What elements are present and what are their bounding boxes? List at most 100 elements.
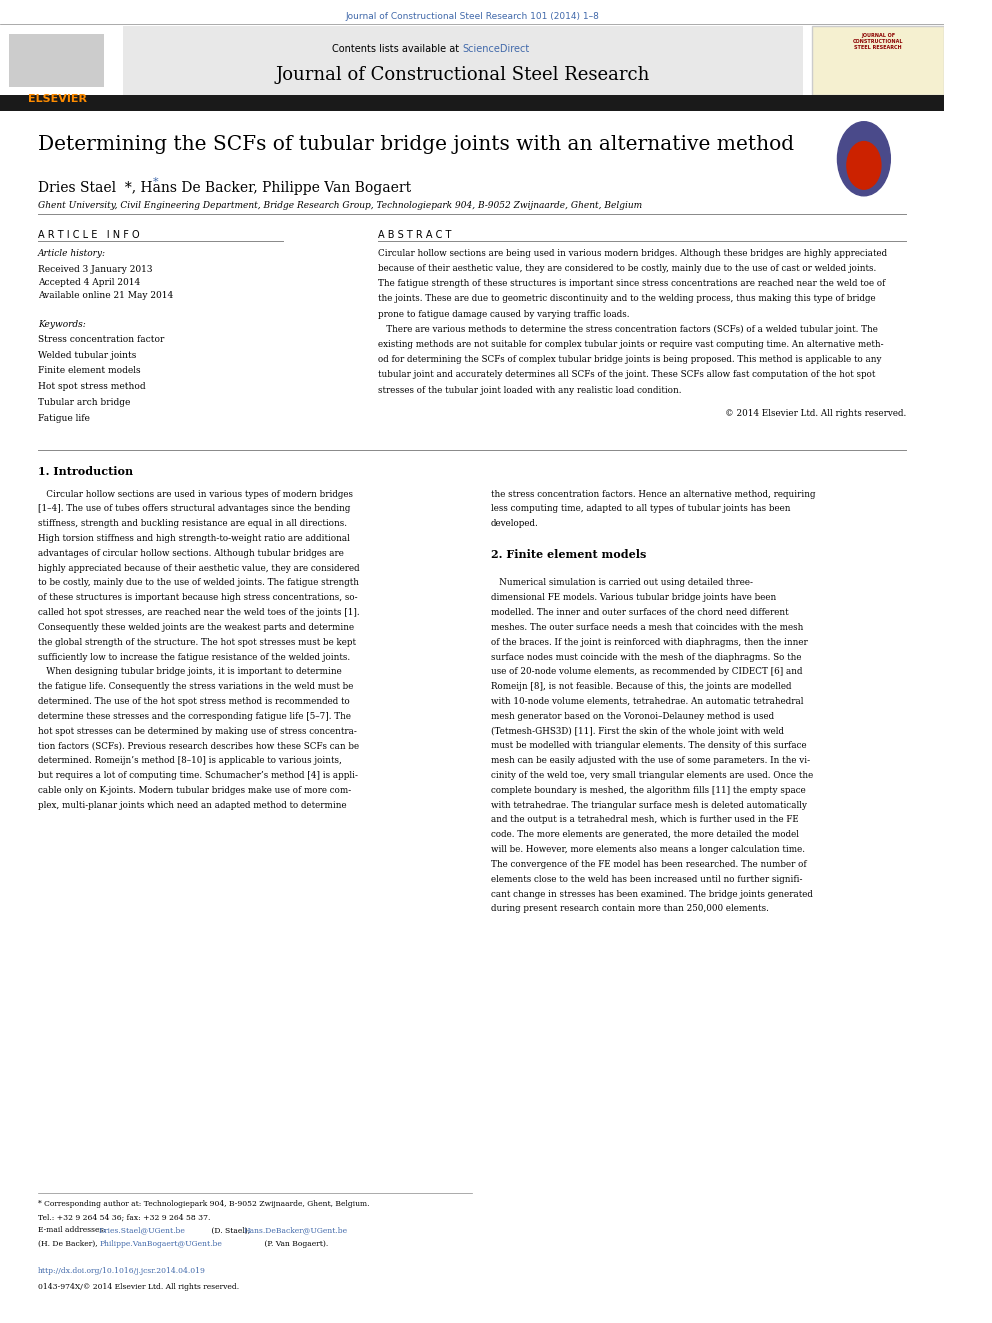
Text: cable only on K-joints. Modern tubular bridges make use of more com-: cable only on K-joints. Modern tubular b… — [38, 786, 351, 795]
Text: the global strength of the structure. The hot spot stresses must be kept: the global strength of the structure. Th… — [38, 638, 356, 647]
Text: stiffness, strength and buckling resistance are equal in all directions.: stiffness, strength and buckling resista… — [38, 519, 347, 528]
Text: mesh generator based on the Voronoi–Delauney method is used: mesh generator based on the Voronoi–Dela… — [491, 712, 774, 721]
Text: highly appreciated because of their aesthetic value, they are considered: highly appreciated because of their aest… — [38, 564, 359, 573]
Text: hot spot stresses can be determined by making use of stress concentra-: hot spot stresses can be determined by m… — [38, 726, 357, 736]
Text: (P. Van Bogaert).: (P. Van Bogaert). — [262, 1240, 327, 1248]
Text: Available online 21 May 2014: Available online 21 May 2014 — [38, 291, 173, 300]
Text: mesh can be easily adjusted with the use of some parameters. In the vi-: mesh can be easily adjusted with the use… — [491, 757, 810, 765]
Text: with tetrahedrae. The triangular surface mesh is deleted automatically: with tetrahedrae. The triangular surface… — [491, 800, 806, 810]
Text: cant change in stresses has been examined. The bridge joints generated: cant change in stresses has been examine… — [491, 889, 812, 898]
Text: Determining the SCFs of tubular bridge joints with an alternative method: Determining the SCFs of tubular bridge j… — [38, 135, 794, 153]
Text: the stress concentration factors. Hence an alternative method, requiring: the stress concentration factors. Hence … — [491, 490, 815, 499]
Text: dimensional FE models. Various tubular bridge joints have been: dimensional FE models. Various tubular b… — [491, 593, 776, 602]
Text: Numerical simulation is carried out using detailed three-: Numerical simulation is carried out usin… — [491, 578, 753, 587]
Text: A R T I C L E   I N F O: A R T I C L E I N F O — [38, 230, 140, 241]
Text: Hot spot stress method: Hot spot stress method — [38, 382, 146, 392]
Text: meshes. The outer surface needs a mesh that coincides with the mesh: meshes. The outer surface needs a mesh t… — [491, 623, 804, 632]
Circle shape — [847, 142, 881, 189]
Text: Dries.Stael@UGent.be: Dries.Stael@UGent.be — [98, 1226, 186, 1234]
Text: High torsion stiffness and high strength-to-weight ratio are additional: High torsion stiffness and high strength… — [38, 534, 349, 542]
Text: 2. Finite element models: 2. Finite element models — [491, 549, 647, 560]
Text: (H. De Backer),: (H. De Backer), — [38, 1240, 97, 1248]
Text: use of 20-node volume elements, as recommended by CIDECT [6] and: use of 20-node volume elements, as recom… — [491, 667, 803, 676]
Text: and the output is a tetrahedral mesh, which is further used in the FE: and the output is a tetrahedral mesh, wh… — [491, 815, 799, 824]
Text: to be costly, mainly due to the use of welded joints. The fatigue strength: to be costly, mainly due to the use of w… — [38, 578, 359, 587]
Text: The fatigue strength of these structures is important since stress concentration: The fatigue strength of these structures… — [378, 279, 885, 288]
Text: A B S T R A C T: A B S T R A C T — [378, 230, 451, 241]
Text: surface nodes must coincide with the mesh of the diaphragms. So the: surface nodes must coincide with the mes… — [491, 652, 802, 662]
Text: Journal of Constructional Steel Research: Journal of Constructional Steel Research — [276, 66, 650, 85]
Text: the joints. These are due to geometric discontinuity and to the welding process,: the joints. These are due to geometric d… — [378, 294, 875, 303]
Text: od for determining the SCFs of complex tubular bridge joints is being proposed. : od for determining the SCFs of complex t… — [378, 355, 881, 364]
Text: developed.: developed. — [491, 519, 539, 528]
Text: stresses of the tubular joint loaded with any realistic load condition.: stresses of the tubular joint loaded wit… — [378, 385, 682, 394]
Text: Dries Stael  *, Hans De Backer, Philippe Van Bogaert: Dries Stael *, Hans De Backer, Philippe … — [38, 181, 411, 196]
Text: (Tetmesh-GHS3D) [11]. First the skin of the whole joint with weld: (Tetmesh-GHS3D) [11]. First the skin of … — [491, 726, 784, 736]
Text: during present research contain more than 250,000 elements.: during present research contain more tha… — [491, 905, 769, 913]
Text: tion factors (SCFs). Previous research describes how these SCFs can be: tion factors (SCFs). Previous research d… — [38, 741, 359, 750]
Text: [1–4]. The use of tubes offers structural advantages since the bending: [1–4]. The use of tubes offers structura… — [38, 504, 350, 513]
Text: ELSEVIER: ELSEVIER — [29, 94, 87, 105]
Text: Romeijn [8], is not feasible. Because of this, the joints are modelled: Romeijn [8], is not feasible. Because of… — [491, 683, 792, 691]
Text: determine these stresses and the corresponding fatigue life [5–7]. The: determine these stresses and the corresp… — [38, 712, 351, 721]
Text: Ghent University, Civil Engineering Department, Bridge Research Group, Technolog: Ghent University, Civil Engineering Depa… — [38, 201, 642, 210]
Text: Received 3 January 2013: Received 3 January 2013 — [38, 265, 152, 274]
Text: Keywords:: Keywords: — [38, 320, 85, 329]
Text: modelled. The inner and outer surfaces of the chord need different: modelled. The inner and outer surfaces o… — [491, 609, 789, 617]
FancyBboxPatch shape — [10, 34, 104, 87]
Text: Finite element models: Finite element models — [38, 366, 141, 376]
Text: Contents lists available at: Contents lists available at — [332, 44, 462, 54]
Text: determined. Romeijn’s method [8–10] is applicable to various joints,: determined. Romeijn’s method [8–10] is a… — [38, 757, 341, 765]
Text: Tubular arch bridge: Tubular arch bridge — [38, 398, 130, 407]
Text: with 10-node volume elements, tetrahedrae. An automatic tetrahedral: with 10-node volume elements, tetrahedra… — [491, 697, 804, 706]
Text: ScienceDirect: ScienceDirect — [462, 44, 530, 54]
Text: elements close to the weld has been increased until no further signifi-: elements close to the weld has been incr… — [491, 875, 803, 884]
Text: complete boundary is meshed, the algorithm fills [11] the empty space: complete boundary is meshed, the algorit… — [491, 786, 806, 795]
Text: prone to fatigue damage caused by varying traffic loads.: prone to fatigue damage caused by varyin… — [378, 310, 629, 319]
Text: 1. Introduction: 1. Introduction — [38, 466, 133, 476]
Text: Consequently these welded joints are the weakest parts and determine: Consequently these welded joints are the… — [38, 623, 354, 632]
Text: the fatigue life. Consequently the stress variations in the weld must be: the fatigue life. Consequently the stres… — [38, 683, 353, 691]
Text: (D. Stael),: (D. Stael), — [208, 1226, 250, 1234]
Circle shape — [837, 122, 891, 196]
Text: Tel.: +32 9 264 54 36; fax: +32 9 264 58 37.: Tel.: +32 9 264 54 36; fax: +32 9 264 58… — [38, 1213, 210, 1221]
Text: determined. The use of the hot spot stress method is recommended to: determined. The use of the hot spot stre… — [38, 697, 349, 706]
FancyBboxPatch shape — [0, 95, 944, 111]
Text: less computing time, adapted to all types of tubular joints has been: less computing time, adapted to all type… — [491, 504, 791, 513]
Text: Journal of Constructional Steel Research 101 (2014) 1–8: Journal of Constructional Steel Research… — [345, 12, 599, 21]
Text: When designing tubular bridge joints, it is important to determine: When designing tubular bridge joints, it… — [38, 667, 341, 676]
FancyBboxPatch shape — [0, 26, 123, 95]
Text: of these structures is important because high stress concentrations, so-: of these structures is important because… — [38, 593, 357, 602]
Text: Circular hollow sections are being used in various modern bridges. Although thes: Circular hollow sections are being used … — [378, 249, 887, 258]
Text: Hans.DeBacker@UGent.be: Hans.DeBacker@UGent.be — [244, 1226, 348, 1234]
Text: 0143-974X/© 2014 Elsevier Ltd. All rights reserved.: 0143-974X/© 2014 Elsevier Ltd. All right… — [38, 1283, 239, 1291]
Text: sufficiently low to increase the fatigue resistance of the welded joints.: sufficiently low to increase the fatigue… — [38, 652, 350, 662]
Text: JOURNAL OF
CONSTRUCTIONAL
STEEL RESEARCH: JOURNAL OF CONSTRUCTIONAL STEEL RESEARCH — [853, 33, 904, 50]
Text: code. The more elements are generated, the more detailed the model: code. The more elements are generated, t… — [491, 831, 799, 839]
Text: © 2014 Elsevier Ltd. All rights reserved.: © 2014 Elsevier Ltd. All rights reserved… — [725, 409, 907, 418]
Text: because of their aesthetic value, they are considered to be costly, mainly due t: because of their aesthetic value, they a… — [378, 265, 876, 273]
Text: Philippe.VanBogaert@UGent.be: Philippe.VanBogaert@UGent.be — [99, 1240, 222, 1248]
Text: plex, multi-planar joints which need an adapted method to determine: plex, multi-planar joints which need an … — [38, 800, 346, 810]
FancyBboxPatch shape — [123, 26, 803, 95]
Text: tubular joint and accurately determines all SCFs of the joint. These SCFs allow : tubular joint and accurately determines … — [378, 370, 875, 380]
Text: E-mail addresses:: E-mail addresses: — [38, 1226, 108, 1234]
Text: advantages of circular hollow sections. Although tubular bridges are: advantages of circular hollow sections. … — [38, 549, 343, 558]
Text: *: * — [153, 177, 159, 188]
Text: existing methods are not suitable for complex tubular joints or require vast com: existing methods are not suitable for co… — [378, 340, 883, 349]
Text: will be. However, more elements also means a longer calculation time.: will be. However, more elements also mea… — [491, 845, 805, 855]
Text: * Corresponding author at: Technologiepark 904, B-9052 Zwijnaarde, Ghent, Belgiu: * Corresponding author at: Technologiepa… — [38, 1200, 369, 1208]
Text: Article history:: Article history: — [38, 249, 106, 258]
Text: cinity of the weld toe, very small triangular elements are used. Once the: cinity of the weld toe, very small trian… — [491, 771, 813, 781]
Text: CrossMark: CrossMark — [846, 183, 882, 189]
Text: Welded tubular joints: Welded tubular joints — [38, 351, 136, 360]
Text: Stress concentration factor: Stress concentration factor — [38, 335, 164, 344]
Text: Accepted 4 April 2014: Accepted 4 April 2014 — [38, 278, 140, 287]
Text: called hot spot stresses, are reached near the weld toes of the joints [1].: called hot spot stresses, are reached ne… — [38, 609, 359, 617]
Text: Fatigue life: Fatigue life — [38, 414, 89, 423]
Text: http://dx.doi.org/10.1016/j.jcsr.2014.04.019: http://dx.doi.org/10.1016/j.jcsr.2014.04… — [38, 1267, 205, 1275]
Text: The convergence of the FE model has been researched. The number of: The convergence of the FE model has been… — [491, 860, 806, 869]
Text: of the braces. If the joint is reinforced with diaphragms, then the inner: of the braces. If the joint is reinforce… — [491, 638, 807, 647]
Text: but requires a lot of computing time. Schumacher’s method [4] is appli-: but requires a lot of computing time. Sc… — [38, 771, 358, 781]
Text: Circular hollow sections are used in various types of modern bridges: Circular hollow sections are used in var… — [38, 490, 353, 499]
